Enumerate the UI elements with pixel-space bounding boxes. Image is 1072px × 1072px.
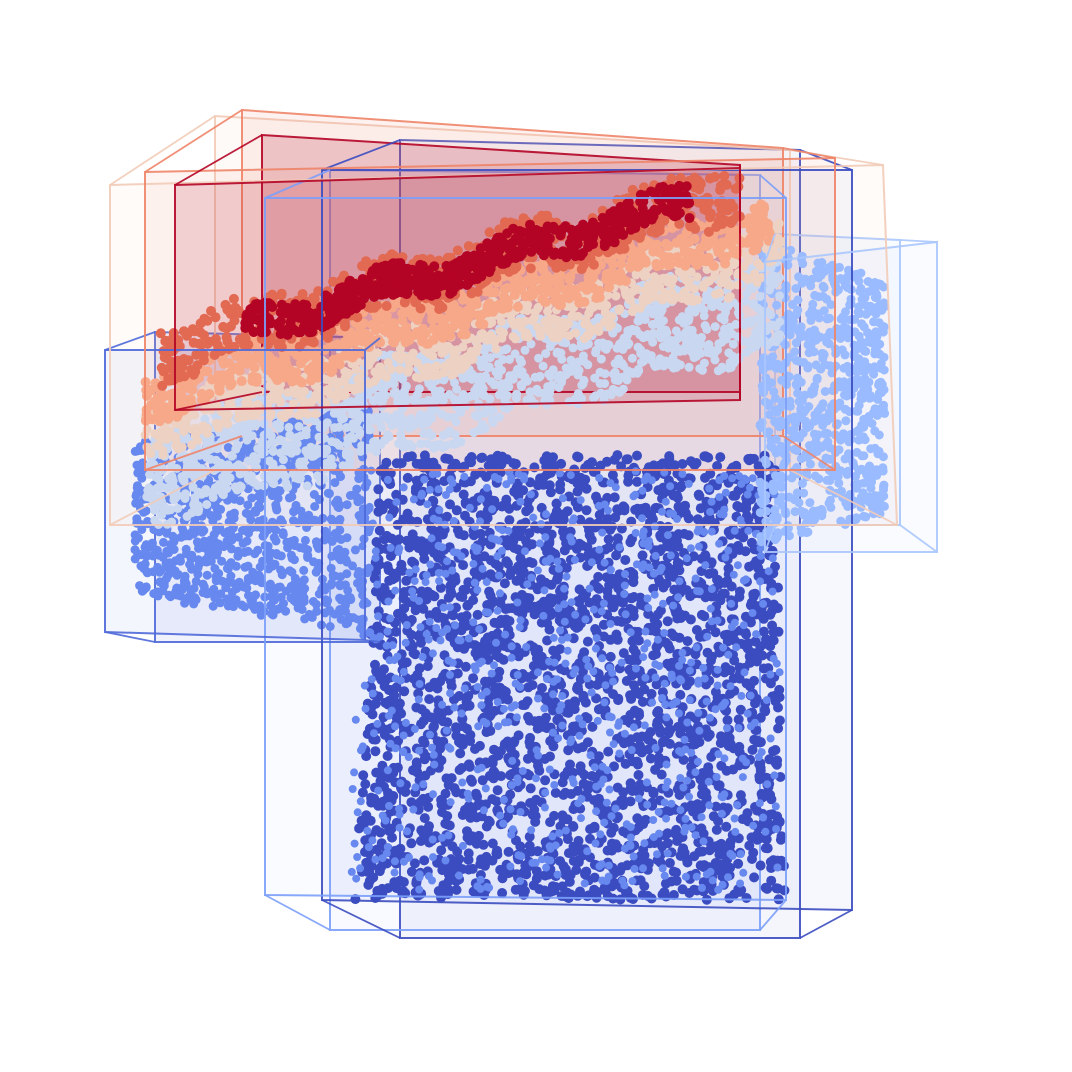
bounding-boxes-front [104, 109, 938, 939]
right-sleeve-box-front [764, 233, 938, 553]
collar-box-red-front [174, 134, 741, 412]
body-box-inner-front [264, 169, 787, 931]
upper-box-salmon-front [144, 109, 836, 471]
collar-band-red-points [240, 180, 695, 340]
collar-band-salmon-points [140, 199, 775, 427]
left-sleeve-box-front [104, 331, 381, 643]
point-cloud [130, 170, 890, 905]
left-sleeve-points [347, 466, 784, 894]
